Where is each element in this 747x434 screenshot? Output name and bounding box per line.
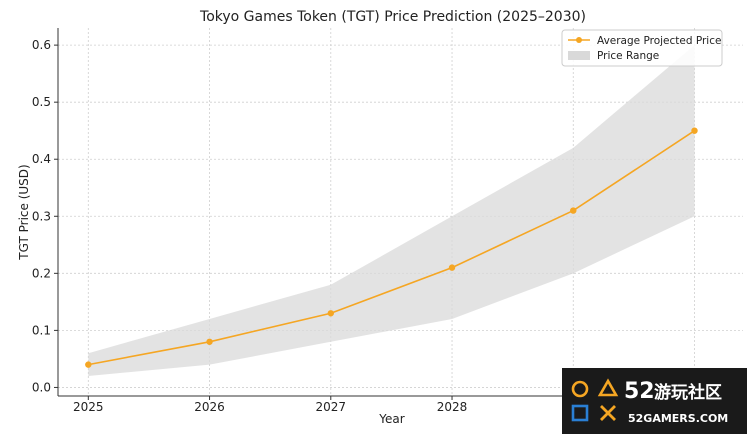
legend-range-swatch [568, 51, 590, 60]
watermark-background [562, 368, 747, 434]
tick-labels: 0.0 0.1 0.2 0.3 0.4 0.5 0.6 2025 2026 2027 2028 [32, 38, 467, 414]
average-price-point [448, 264, 456, 271]
y-tick-label: 0.2 [32, 266, 51, 280]
price-range-band-layer [88, 45, 695, 377]
y-tick-label: 0.6 [32, 38, 51, 52]
y-axis-label: TGT Price (USD) [17, 164, 31, 260]
average-price-point [691, 127, 698, 134]
y-tick-label: 0.5 [32, 95, 51, 109]
average-price-point [570, 207, 577, 214]
legend-marker-swatch [576, 37, 582, 43]
average-price-line-layer [85, 127, 698, 368]
price-range-band [88, 45, 695, 377]
watermark-site: 52GAMERS.COM [628, 412, 728, 425]
watermark-triangle-icon [597, 378, 619, 397]
y-tick-label: 0.0 [32, 380, 51, 394]
x-tick-label: 2028 [437, 400, 468, 414]
x-tick-label: 2027 [316, 400, 347, 414]
watermark-number: 52 [624, 379, 655, 404]
legend-label-average: Average Projected Price [597, 35, 721, 47]
x-tick-label: 2026 [194, 400, 225, 414]
average-price-line [88, 130, 695, 366]
chart-title: Tokyo Games Token (TGT) Price Prediction… [199, 9, 586, 25]
watermark-52gamers: 52 游玩社区 52GAMERS.COM [562, 368, 747, 434]
y-tick-label: 0.3 [32, 209, 51, 223]
watermark-square-icon [571, 404, 589, 422]
watermark-cross-icon [600, 405, 616, 421]
average-price-point [206, 338, 213, 345]
y-tick-label: 0.4 [32, 152, 51, 166]
average-price-point [85, 361, 92, 368]
x-axis-label: Year [378, 412, 404, 426]
y-tick-label: 0.1 [32, 323, 51, 337]
watermark-circle-icon [571, 380, 589, 398]
legend-box [561, 29, 723, 67]
watermark-chinese-text: 游玩社区 [654, 382, 722, 403]
x-tick-label: 2025 [73, 400, 104, 414]
legend-label-range: Price Range [597, 50, 659, 62]
legend: Average Projected Price Price Range [561, 29, 723, 67]
average-price-point [327, 310, 334, 317]
